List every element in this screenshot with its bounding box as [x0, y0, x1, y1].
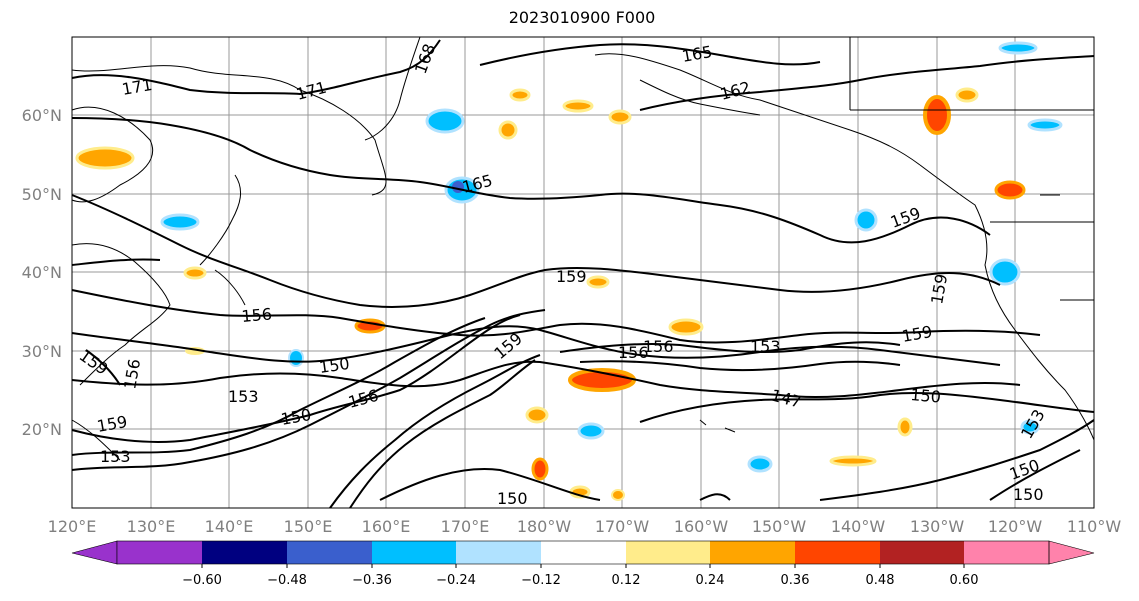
shade-blob: [923, 95, 951, 135]
colorbar-tick-label: 0.12: [612, 573, 641, 588]
contour-label: 153: [750, 337, 781, 356]
shade-blob: [183, 266, 207, 280]
lon-label: 140°E: [205, 517, 254, 536]
lat-label: 60°N: [22, 106, 62, 125]
latitude-labels: 60°N 50°N 40°N 30°N 20°N: [22, 106, 62, 439]
colorbar-tick-label: 0.24: [696, 573, 725, 588]
colorbar-tick-label: 0.48: [866, 573, 895, 588]
colorbar-border: [116, 540, 1050, 565]
lon-label: 180°W: [517, 517, 572, 536]
contour-label: 156: [241, 304, 273, 326]
shade-blob: [288, 349, 304, 367]
contour-label: 156: [643, 337, 674, 356]
colorbar-tick-label: −0.48: [267, 573, 307, 588]
lat-label: 30°N: [22, 342, 62, 361]
lat-label: 50°N: [22, 185, 62, 204]
shade-blob: [989, 258, 1021, 286]
shade-blob: [668, 318, 704, 336]
shade-blob: [829, 455, 877, 467]
shade-blob: [75, 146, 135, 170]
colorbar-segment: [456, 541, 541, 564]
lat-label: 40°N: [22, 263, 62, 282]
shade-blob: [525, 406, 549, 424]
colorbar-segment: [372, 541, 456, 564]
colorbar-segment: [710, 541, 795, 564]
colorbar-segment: [117, 541, 202, 564]
shade-blob: [994, 180, 1026, 200]
shade-blob: [425, 108, 465, 134]
colorbar-tick-label: 0.60: [950, 573, 979, 588]
shade-blob: [1020, 419, 1040, 435]
lon-label: 170°W: [595, 517, 650, 536]
lon-label: 130°E: [127, 517, 176, 536]
shade-blob: [577, 422, 605, 440]
colorbar: [71, 540, 1095, 565]
colorbar-extend-high: [1048, 540, 1095, 565]
shade-blob: [1027, 118, 1063, 132]
shade-blob: [498, 120, 518, 140]
contour-label: 150: [318, 354, 351, 377]
colorbar-segment: [964, 541, 1049, 564]
shade-blob: [608, 109, 632, 125]
lat-label: 20°N: [22, 420, 62, 439]
lon-label: 140°W: [831, 517, 886, 536]
lon-label: 120°E: [48, 517, 97, 536]
colorbar-segment: [287, 541, 372, 564]
shade-blob: [509, 88, 531, 102]
lon-label: 150°W: [752, 517, 807, 536]
colorbar-ticks: [201, 564, 965, 568]
map-title: 2023010900 F000: [508, 8, 656, 27]
lon-label: 110°W: [1067, 517, 1122, 536]
lon-label: 160°E: [362, 517, 411, 536]
shade-blob: [562, 99, 594, 113]
shade-blob: [531, 457, 549, 481]
colorbar-tick-label: 0.36: [781, 573, 810, 588]
colorbar-segment: [202, 541, 287, 564]
colorbar-segment: [880, 541, 964, 564]
lon-label: 130°W: [910, 517, 965, 536]
shade-blob: [747, 455, 773, 473]
colorbar-tick-label: −0.12: [521, 573, 561, 588]
colorbar-tick-label: −0.24: [436, 573, 476, 588]
colorbar-segment: [541, 541, 626, 564]
map-frame: [71, 36, 1095, 509]
contour-label: 153: [100, 447, 131, 466]
contour-label: 150: [497, 489, 528, 508]
lon-label: 170°E: [441, 517, 490, 536]
lon-label: 120°W: [988, 517, 1043, 536]
lon-label: 150°E: [284, 517, 333, 536]
colorbar-tick-label: −0.60: [182, 573, 222, 588]
shade-blob: [897, 417, 913, 437]
shade-blob: [998, 41, 1038, 55]
shade-blob: [611, 489, 625, 501]
shade-blob: [854, 208, 878, 232]
contour-label: 156: [618, 343, 649, 362]
colorbar-extend-low: [71, 540, 118, 565]
contour-label: 150: [1013, 485, 1044, 504]
coastlines: [71, 36, 1095, 461]
lon-label: 160°W: [674, 517, 729, 536]
shade-blob: [955, 87, 979, 103]
colorbar-labels: −0.60 −0.48 −0.36 −0.24 −0.12 0.12 0.24 …: [182, 573, 978, 588]
contour-label: 153: [228, 387, 259, 406]
contour-label: 150: [910, 385, 942, 407]
colorbar-segment: [795, 541, 880, 564]
shade-blob: [160, 213, 200, 231]
shade-blob: [586, 275, 610, 289]
contour-lines: [71, 39, 1095, 509]
colorbar-segment: [626, 541, 710, 564]
contour-label: 159: [556, 267, 587, 286]
longitude-labels: 120°E 130°E 140°E 150°E 160°E 170°E 180°…: [48, 517, 1122, 536]
colorbar-tick-label: −0.36: [352, 573, 392, 588]
